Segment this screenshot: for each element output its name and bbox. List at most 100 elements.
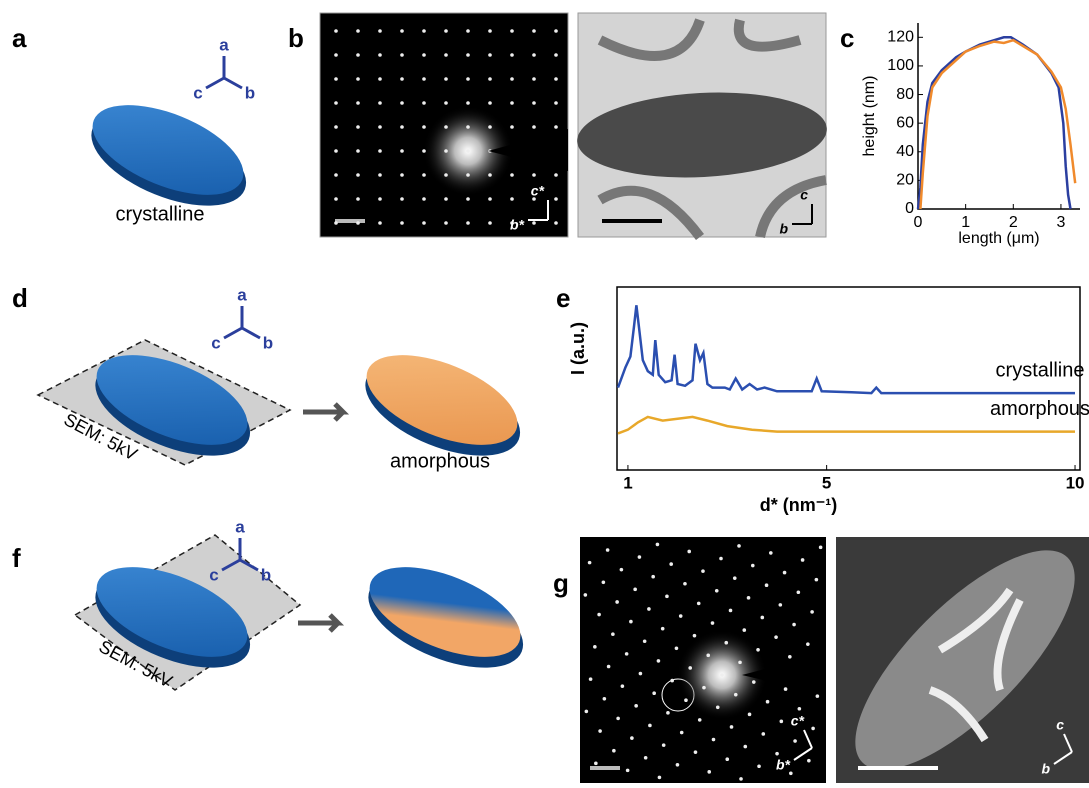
diffraction-spot [444,29,448,33]
diffraction-spot [466,101,470,105]
x-tick-label: 5 [822,473,831,492]
diffraction-spot [734,693,738,697]
diffraction-spot [797,590,801,594]
diffraction-spot [488,53,492,57]
scale-bar [335,219,365,223]
diffraction-spot [784,687,788,691]
diffraction-spot [554,125,558,129]
diffraction-spot [400,173,404,177]
diffraction-spot [554,173,558,177]
diffraction-spot [532,125,536,129]
diffraction-spot [532,53,536,57]
diffraction-spot [720,673,724,677]
diffraction-spot [597,613,601,617]
diffraction-spot [510,77,514,81]
diffraction-spot [444,173,448,177]
diffraction-spot [752,680,756,684]
diffraction-spot [756,648,760,652]
diffraction-spot [644,756,648,760]
diffraction-spot [532,221,536,225]
diffraction-spot [698,718,702,722]
diffraction-spot [554,29,558,33]
diffraction-spot [815,578,819,582]
y-tick-label: 60 [896,114,914,131]
diffraction-spot [488,29,492,33]
diffraction-spot [356,173,360,177]
diffraction-spot [488,101,492,105]
arrow [303,404,343,420]
diffraction-spot [488,221,492,225]
diffraction-spot [801,558,805,562]
diffraction-spot [378,53,382,57]
diffraction-spot [811,727,815,731]
diffraction-spot [688,666,692,670]
diffraction-spot [378,221,382,225]
diffraction-spot [466,29,470,33]
diffraction-spot [378,173,382,177]
diffraction-spot [378,197,382,201]
diffraction-spot [639,672,643,676]
diffraction-spot [816,694,820,698]
y-tick-label: 120 [887,29,914,46]
diffraction-spot [334,29,338,33]
x-tick-label: 10 [1066,473,1085,492]
y-tick-label: 0 [905,200,914,217]
diffraction-spot [422,197,426,201]
diffraction-spot [676,763,680,767]
diffraction-spot [532,101,536,105]
diffraction-spot [652,691,656,695]
diffraction-spot [466,197,470,201]
diffraction-spot [806,642,810,646]
diffraction-spot [510,53,514,57]
diffraction-spot [400,77,404,81]
caption: crystalline [116,203,205,225]
diffraction-spot [743,745,747,749]
diffraction-spot [334,125,338,129]
diffraction-spot [769,551,773,555]
x-tick-label: 1 [961,214,970,231]
axis-label: b [261,565,271,584]
orientation-label: b [779,221,788,237]
diffraction-spot [694,750,698,754]
diffraction-spot [738,661,742,665]
diffraction-spot [747,596,751,600]
axis-label: c [209,565,218,584]
scale-bar [602,219,662,223]
diffraction-spot [356,53,360,57]
diffraction-spot [378,29,382,33]
diffraction-spot [675,646,679,650]
y-axis-label: I (a.u.) [568,322,588,375]
diffraction-spot [774,635,778,639]
diffraction-spot [742,628,746,632]
diffraction-spot [588,561,592,565]
diffraction-spot [661,627,665,631]
diffraction-spot [788,655,792,659]
diffraction-spot [712,738,716,742]
diffraction-spot [684,698,688,702]
panel-label: c [840,23,854,53]
diffraction-spot [488,125,492,129]
y-tick-label: 80 [896,86,914,103]
diffraction-spot [658,776,662,780]
diffraction-spot [657,659,661,663]
diffraction-spot [532,77,536,81]
diffraction-spot [532,29,536,33]
diffraction-spot [634,704,638,708]
diffraction-spot [444,101,448,105]
axis-label: b [263,333,273,352]
diffraction-spot [616,717,620,721]
diffraction-spot [422,77,426,81]
diffraction-spot [488,77,492,81]
diffraction-spot [621,684,625,688]
panel-label: g [553,568,569,598]
figure: a b c d e f g crystalline amorphous SEM:… [0,0,1089,783]
panel-label: b [288,23,304,53]
x-axis-label: length (μm) [958,230,1039,247]
diffraction-spot [679,614,683,618]
diffraction-spot [733,576,737,580]
diffraction-spot [598,729,602,733]
panel-label: f [12,543,21,573]
diffraction-spot [607,665,611,669]
axis-arrow [224,306,260,338]
diffraction-spot [444,125,448,129]
